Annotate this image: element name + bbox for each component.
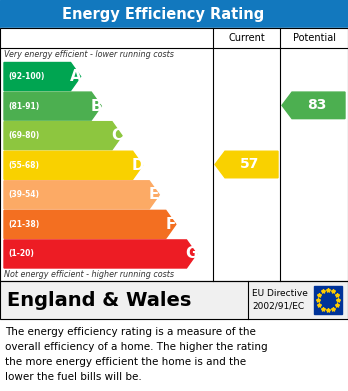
Text: E: E <box>149 187 159 202</box>
Text: A: A <box>70 69 81 84</box>
Text: (1-20): (1-20) <box>8 249 34 258</box>
Text: (81-91): (81-91) <box>8 102 39 111</box>
Bar <box>314 286 342 314</box>
Polygon shape <box>215 151 278 178</box>
Text: England & Wales: England & Wales <box>7 291 191 310</box>
Polygon shape <box>282 92 345 118</box>
Polygon shape <box>4 92 101 120</box>
Text: (21-38): (21-38) <box>8 220 39 229</box>
Text: Energy Efficiency Rating: Energy Efficiency Rating <box>62 7 265 22</box>
Polygon shape <box>4 63 81 91</box>
Text: F: F <box>166 217 176 232</box>
Polygon shape <box>4 122 122 150</box>
Text: D: D <box>132 158 144 173</box>
Text: the more energy efficient the home is and the: the more energy efficient the home is an… <box>5 357 246 367</box>
Text: 57: 57 <box>240 158 260 172</box>
Text: C: C <box>111 128 122 143</box>
Text: (55-68): (55-68) <box>8 161 39 170</box>
Bar <box>0 28 348 281</box>
Text: Very energy efficient - lower running costs: Very energy efficient - lower running co… <box>4 50 174 59</box>
Text: 2002/91/EC: 2002/91/EC <box>252 302 304 311</box>
Text: Potential: Potential <box>293 33 335 43</box>
Text: lower the fuel bills will be.: lower the fuel bills will be. <box>5 372 142 382</box>
Polygon shape <box>4 151 143 179</box>
Text: (39-54): (39-54) <box>8 190 39 199</box>
Bar <box>0 281 348 319</box>
Text: G: G <box>185 246 198 262</box>
Text: The energy efficiency rating is a measure of the: The energy efficiency rating is a measur… <box>5 327 256 337</box>
Polygon shape <box>4 210 176 239</box>
Text: Current: Current <box>228 33 265 43</box>
Bar <box>0 319 348 391</box>
Polygon shape <box>4 240 197 268</box>
Text: Not energy efficient - higher running costs: Not energy efficient - higher running co… <box>4 270 174 279</box>
Polygon shape <box>4 181 159 209</box>
Text: overall efficiency of a home. The higher the rating: overall efficiency of a home. The higher… <box>5 342 268 352</box>
Text: EU Directive: EU Directive <box>252 289 308 298</box>
Text: 83: 83 <box>307 99 326 112</box>
Text: (69-80): (69-80) <box>8 131 39 140</box>
Text: (92-100): (92-100) <box>8 72 45 81</box>
Text: B: B <box>90 99 102 114</box>
Bar <box>0 28 348 48</box>
Bar <box>0 0 348 28</box>
Bar <box>0 281 348 319</box>
